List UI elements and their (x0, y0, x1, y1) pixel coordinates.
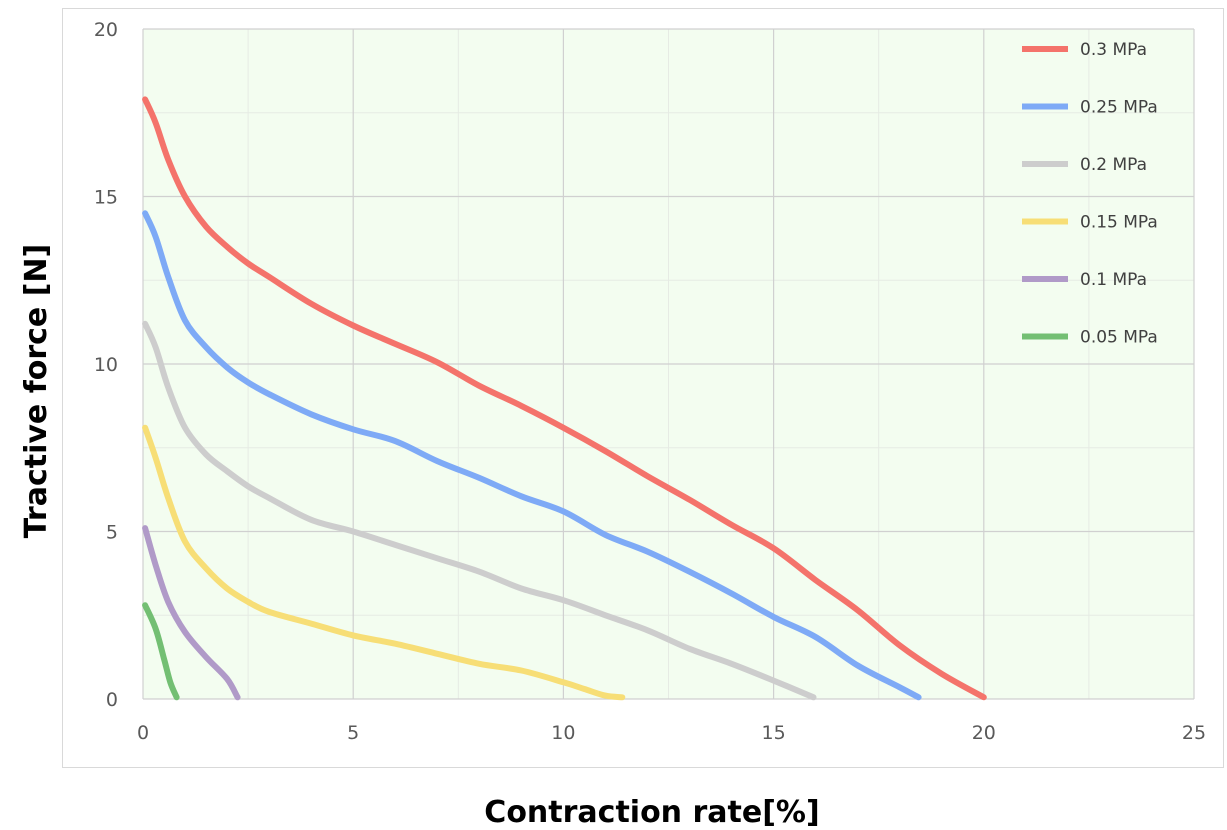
x-tick-label: 0 (137, 722, 149, 744)
y-tick-label: 15 (94, 187, 118, 209)
legend-label: 0.2 MPa (1080, 155, 1147, 175)
series-line (142, 424, 626, 701)
y-axis-title: Tractive force [N] (19, 244, 54, 539)
x-tick-label: 15 (762, 722, 786, 744)
x-axis-title: Contraction rate[%] (484, 795, 819, 830)
series-line (142, 602, 180, 701)
y-tick-label: 10 (94, 354, 118, 376)
series-line (142, 96, 987, 701)
y-tick-label: 5 (106, 522, 118, 544)
x-tick-label: 10 (551, 722, 575, 744)
legend-label: 0.25 MPa (1080, 98, 1158, 118)
legend-label: 0.1 MPa (1080, 270, 1147, 290)
series-layer (142, 96, 987, 701)
legend-label: 0.15 MPa (1080, 213, 1158, 233)
legend-label: 0.05 MPa (1080, 328, 1158, 348)
x-tick-label: 20 (972, 722, 996, 744)
legend: 0.3 MPa 0.25 MPa 0.2 MPa 0.15 MPa 0.1 MPa 0.0… (1022, 40, 1158, 348)
x-tick-label: 25 (1182, 722, 1206, 744)
y-tick-label: 20 (94, 19, 118, 41)
series-line (142, 320, 817, 701)
legend-label: 0.3 MPa (1080, 40, 1147, 60)
y-tick-label: 0 (106, 689, 118, 711)
y-axis-tick-labels: 0 5 10 15 20 (94, 19, 118, 711)
x-axis-tick-labels: 0 5 10 15 20 25 (137, 722, 1206, 744)
major-gridlines (142, 28, 1195, 700)
series-line (142, 210, 922, 701)
series-line (142, 525, 241, 701)
x-tick-label: 5 (347, 722, 359, 744)
